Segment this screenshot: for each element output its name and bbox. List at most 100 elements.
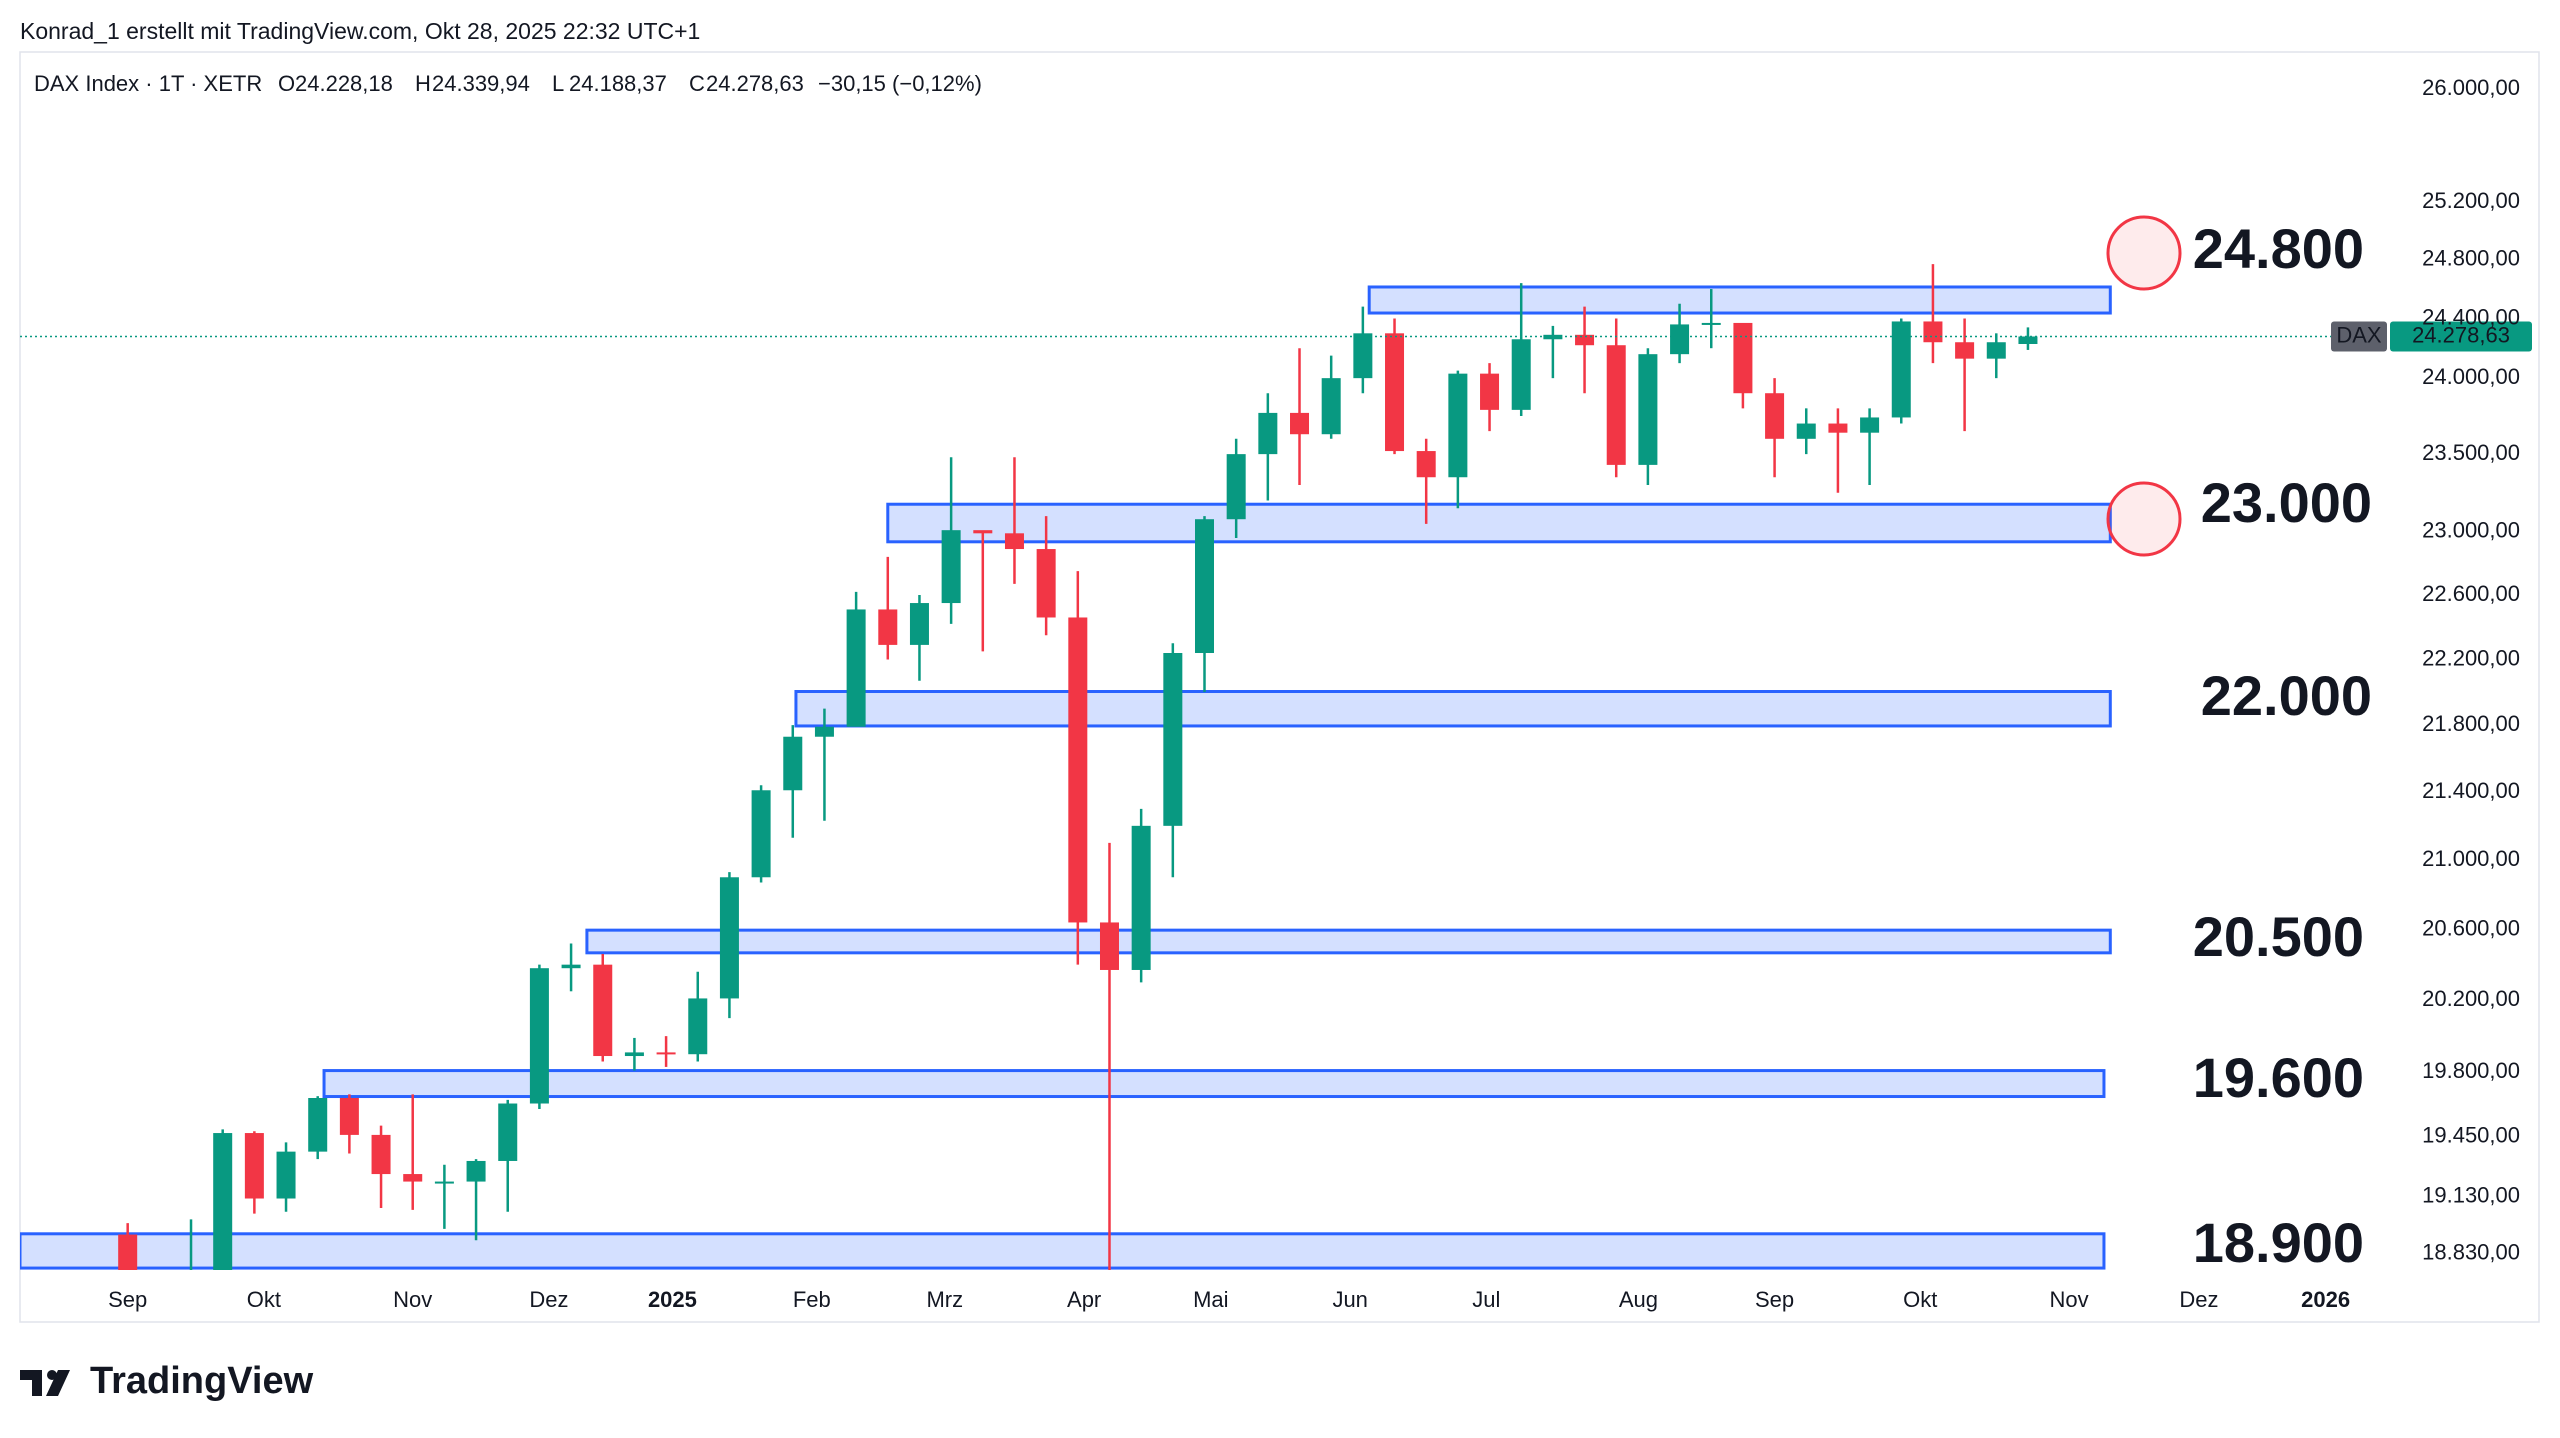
candle-body [973, 530, 993, 534]
y-tick-label: 19.130,00 [2422, 1182, 2520, 1207]
candle-body [1986, 342, 2006, 359]
candle-body [1733, 322, 1753, 394]
candle-body [1480, 373, 1500, 410]
candle-body [1891, 321, 1911, 418]
legend-value: 24.278,63 [706, 71, 804, 96]
y-tick-label: 23.500,00 [2422, 440, 2520, 465]
candle-body [403, 1174, 423, 1182]
candle-body [783, 736, 803, 791]
x-tick-label: 2026 [2301, 1287, 2350, 1312]
candle-body [1638, 354, 1658, 465]
legend-key: H [415, 71, 431, 96]
candle-body [339, 1098, 359, 1135]
candle-body [1099, 922, 1119, 970]
x-tick-label: Apr [1067, 1287, 1101, 1312]
candle-body [846, 609, 866, 727]
candle-body [498, 1103, 518, 1161]
x-tick-label: Aug [1619, 1287, 1658, 1312]
candle-body [276, 1151, 296, 1199]
candle-body [434, 1181, 454, 1184]
candle-body [1416, 451, 1436, 478]
candle-body [213, 1133, 233, 1270]
y-tick-label: 21.800,00 [2422, 711, 2520, 736]
y-tick-label: 22.600,00 [2422, 581, 2520, 606]
x-tick-label: Dez [529, 1287, 568, 1312]
highlight-circle [2106, 215, 2182, 291]
candle-body [1796, 423, 1816, 439]
support-zone [20, 1232, 2106, 1270]
candle-body [656, 1052, 676, 1055]
zone-label: 19.600 [2193, 1046, 2364, 1109]
legend-change: −30,15 (−0,12%) [818, 71, 982, 96]
candle-body [1385, 333, 1405, 452]
y-tick-label: 24.800,00 [2422, 246, 2520, 271]
zone-label: 22.000 [2201, 664, 2372, 727]
brand-name: TradingView [90, 1360, 314, 1402]
candle-body [118, 1234, 138, 1270]
y-tick-label: 24.000,00 [2422, 364, 2520, 389]
y-tick-label: 21.400,00 [2422, 778, 2520, 803]
candle-body [529, 968, 549, 1104]
legend-key: L [552, 71, 564, 96]
candle-body [1163, 653, 1183, 826]
candle-body [1131, 825, 1151, 970]
candle-body [1828, 423, 1848, 433]
x-tick-label: Dez [2179, 1287, 2218, 1312]
y-tick-label: 21.000,00 [2422, 846, 2520, 871]
last-price-label: 24.278,63 [2412, 322, 2510, 347]
candle-body [814, 726, 834, 737]
legend-value: 24.339,94 [432, 71, 530, 96]
candle-body [466, 1160, 486, 1182]
candle-body [878, 609, 898, 645]
candle-body [1765, 393, 1785, 439]
legend-key: C [689, 71, 705, 96]
candle-body [371, 1134, 391, 1175]
logo-dot [47, 1370, 57, 1380]
brand: TradingView [20, 1360, 314, 1402]
logo [20, 1370, 70, 1396]
last-name-box [2331, 321, 2387, 352]
last-price-box [2390, 321, 2532, 352]
candle-body [1353, 333, 1373, 379]
x-tick-label: Sep [108, 1287, 147, 1312]
y-tick-label: 22.200,00 [2422, 645, 2520, 670]
candle-body [1511, 339, 1531, 410]
candle-body [1321, 378, 1341, 435]
overlay: DAX 24.278,63 24.800 23.000 22.000 20.500 19.6… [2106, 215, 2532, 1274]
candle-body [1860, 417, 1880, 433]
candle-body [1194, 519, 1215, 654]
zone-label: 18.900 [2193, 1211, 2364, 1274]
y-tick-label: 20.200,00 [2422, 986, 2520, 1011]
zone-label: 23.000 [2201, 471, 2372, 534]
candle-body [1955, 342, 1975, 359]
candle-body [688, 998, 708, 1055]
y-tick-label: 25.200,00 [2422, 188, 2520, 213]
zone-label: 20.500 [2193, 905, 2364, 968]
x-tick-label: Feb [793, 1287, 831, 1312]
plot [20, 264, 2389, 1270]
x-tick-label: Jul [1472, 1287, 1500, 1312]
support-zone [322, 1069, 2106, 1099]
x-tick-label: Nov [393, 1287, 432, 1312]
y-tick-label: 24.400,00 [2422, 304, 2520, 329]
x-tick-label: Mrz [926, 1287, 963, 1312]
chart-frame [19, 51, 2540, 1323]
credit: Konrad_1 erstellt mit TradingView.com, O… [20, 18, 700, 44]
candle-body [2018, 336, 2038, 344]
support-zone [1367, 285, 2112, 315]
candle-body [719, 877, 739, 999]
candle-body [1923, 321, 1943, 343]
candle-body [1226, 454, 1246, 520]
candle-body [561, 964, 581, 969]
candle-body [1258, 412, 1278, 455]
candle-body [1036, 549, 1056, 618]
y-tick-label: 18.830,00 [2422, 1239, 2520, 1264]
candle-body [751, 790, 771, 878]
x-tick-label: Jun [1332, 1287, 1367, 1312]
x-tick-label: Mai [1193, 1287, 1228, 1312]
candle-body [1068, 617, 1088, 923]
y-tick-label: 19.800,00 [2422, 1058, 2520, 1083]
last-name: DAX [2336, 322, 2382, 347]
candle-body [308, 1098, 328, 1152]
